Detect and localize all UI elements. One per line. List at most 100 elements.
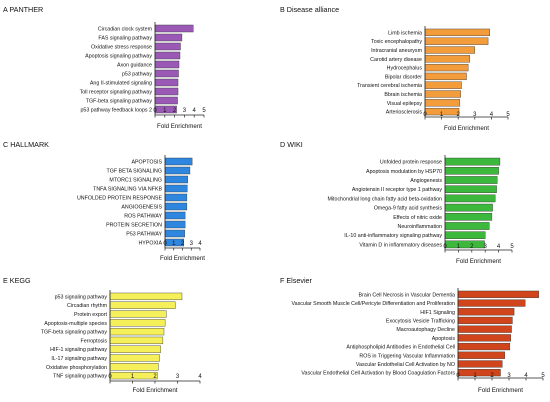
bar xyxy=(457,299,526,307)
bar xyxy=(424,81,462,89)
bar xyxy=(424,99,461,107)
x-axis-label: Fold Enrichment xyxy=(132,387,177,394)
category-label: Hydrocephalus xyxy=(387,66,423,72)
bar xyxy=(109,310,167,318)
x-tick-label: 3 xyxy=(183,108,187,114)
category-label: HIF1 Signaling xyxy=(420,310,455,316)
category-label: Toll receptor signaling pathway xyxy=(80,90,153,96)
x-tick-label: 2 xyxy=(457,112,461,118)
category-label: Exocytosis Vesicle Trafficking xyxy=(386,318,455,324)
x-tick-label: 4 xyxy=(497,244,501,250)
bar xyxy=(109,354,160,362)
category-label: HIF-1 signaling pathway xyxy=(50,347,107,353)
bar xyxy=(109,327,165,336)
category-label: IL-17 signaling pathway xyxy=(51,356,107,362)
x-tick-label: 0 xyxy=(423,112,427,118)
category-label: Axon guidance xyxy=(117,63,152,69)
x-tick-label: 1 xyxy=(163,108,167,114)
bar xyxy=(444,185,497,193)
x-tick-label: 2 xyxy=(173,108,177,114)
bar xyxy=(424,90,461,98)
category-label: P53 PATHWAY xyxy=(126,232,162,238)
category-label: IL-10 anti-inflammatory signaling pathwa… xyxy=(344,233,442,239)
panel-title: C HALLMARK xyxy=(3,140,49,149)
category-label: Oxidative stress response xyxy=(91,45,152,51)
bar xyxy=(164,193,188,202)
panel-5: E KEGG p53 signaling pathway Circadian rhy… xyxy=(3,276,202,394)
category-label: Apoptosis xyxy=(432,336,456,342)
bar xyxy=(457,351,505,359)
bar xyxy=(444,194,496,203)
bar xyxy=(109,319,166,327)
category-label: Carotid artery disease xyxy=(370,57,422,63)
x-tick-label: 3 xyxy=(176,374,180,380)
x-tick-label: 0 xyxy=(108,374,112,380)
x-tick-label: 2 xyxy=(181,241,185,247)
bar xyxy=(457,360,503,368)
x-tick-label: 1 xyxy=(457,244,461,250)
category-label: Angiogenesis xyxy=(410,178,442,184)
bar xyxy=(444,222,490,230)
bar xyxy=(444,240,485,249)
panel-4: D WIKI Unfolded protein response Apoptosis… xyxy=(280,140,514,265)
x-tick-label: 0 xyxy=(153,108,157,114)
bar xyxy=(424,63,469,72)
bar xyxy=(109,301,176,309)
panel-title: D WIKI xyxy=(280,140,303,149)
panel-title: E KEGG xyxy=(3,276,31,285)
category-label: TNFA SIGNALING VIA NFKB xyxy=(93,187,162,193)
x-tick-label: 1 xyxy=(440,112,444,118)
category-label: Ang II-stimulated signaling xyxy=(90,81,152,87)
category-label: TGF-beta signaling pathway xyxy=(41,330,108,336)
category-label: Bipolar disorder xyxy=(385,74,422,80)
x-tick-label: 0 xyxy=(443,244,447,250)
category-label: Brain Cell Necrosis in Vascular Dementia xyxy=(359,292,456,298)
bar xyxy=(457,308,515,316)
x-tick-label: 4 xyxy=(490,112,494,118)
category-label: Circadian clock system xyxy=(98,27,153,33)
panel-title: A PANTHER xyxy=(3,5,43,14)
bar xyxy=(154,60,180,69)
bar xyxy=(424,28,490,37)
bar xyxy=(424,72,467,81)
category-label: Transient cerebral ischemia xyxy=(357,83,422,89)
x-axis-label: Fold Enrichment xyxy=(160,255,205,262)
bar xyxy=(457,316,513,325)
bar xyxy=(154,33,183,42)
x-tick-label: 5 xyxy=(506,112,510,118)
category-label: Bbrain ischemia xyxy=(384,92,422,98)
x-tick-label: 5 xyxy=(541,373,545,379)
bar xyxy=(164,184,188,193)
bar xyxy=(154,69,179,78)
bar xyxy=(164,220,186,229)
x-axis-label: Fold Enrichment xyxy=(157,123,202,130)
category-label: UNFOLDED PROTEIN RESPONSE xyxy=(77,196,163,202)
bar xyxy=(457,369,501,377)
bar xyxy=(457,325,512,333)
bar xyxy=(154,24,194,33)
category-label: Unfolded protein response xyxy=(380,160,442,166)
category-label: ANGIOGENESIS xyxy=(121,205,162,211)
category-label: ROS PATHWAY xyxy=(124,214,162,220)
bar xyxy=(164,157,193,166)
category-label: Intracranial aneurysm xyxy=(371,48,423,54)
x-tick-label: 2 xyxy=(470,244,474,250)
panel-6: F Elsevier Brain Cell Necrosis in Vascula… xyxy=(280,276,545,394)
bar xyxy=(164,211,186,220)
bar xyxy=(109,292,183,301)
bar xyxy=(457,342,511,351)
x-tick-label: 0 xyxy=(163,241,167,247)
category-label: Vitamin D in inflammatory diseases xyxy=(359,242,442,248)
bar xyxy=(109,336,164,345)
bar xyxy=(154,87,179,96)
x-tick-label: 4 xyxy=(193,108,197,114)
category-label: Vascular Endothelial Cell Activation by … xyxy=(301,371,455,377)
x-tick-label: 1 xyxy=(131,374,135,380)
category-label: Omega-9 fatty acid synthesis xyxy=(374,206,443,212)
bar xyxy=(109,363,159,371)
category-label: APOPTOSIS xyxy=(131,160,162,166)
category-label: TGF BETA SIGNALING xyxy=(106,169,162,175)
category-label: Circadian rhythm xyxy=(67,303,108,309)
x-tick-label: 4 xyxy=(198,374,202,380)
category-label: Angiotensin II receptor type 1 pathway xyxy=(352,187,442,193)
